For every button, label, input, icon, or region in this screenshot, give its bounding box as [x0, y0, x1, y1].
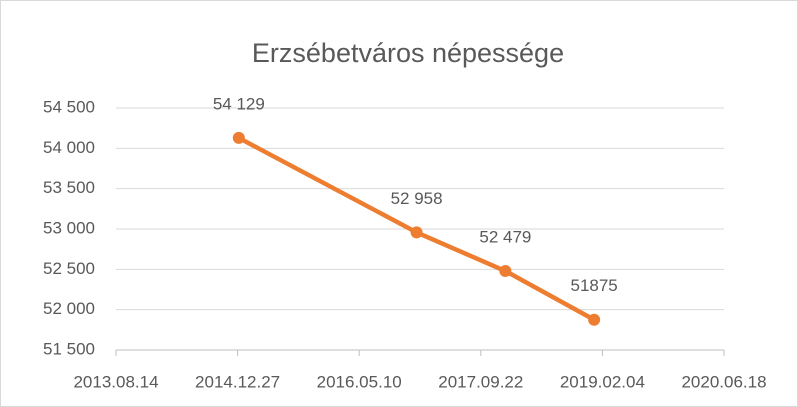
- y-tick-label: 54 500: [43, 97, 95, 116]
- x-tick-label: 2013.08.14: [73, 372, 158, 391]
- line: [237, 135, 596, 322]
- marker: [232, 131, 245, 144]
- data-label: 54 129: [213, 94, 265, 113]
- y-tick-label: 52 500: [43, 259, 95, 278]
- data-label: 52 958: [391, 189, 443, 208]
- x-tick-label: 2016.05.10: [317, 372, 402, 391]
- y-tick-label: 53 500: [43, 178, 95, 197]
- x-tick-label: 2019.02.04: [560, 372, 645, 391]
- marker: [588, 313, 601, 326]
- y-tick-label: 53 000: [43, 218, 95, 237]
- x-tick-label: 2014.12.27: [195, 372, 280, 391]
- data-label: 51875: [570, 276, 617, 295]
- chart-title: Erzsébetváros népessége: [252, 38, 564, 68]
- y-tick-label: 52 000: [43, 299, 95, 318]
- x-tick-label: 2020.06.18: [681, 372, 766, 391]
- y-tick-label: 51 500: [43, 339, 95, 358]
- marker: [410, 226, 423, 239]
- data-label: 52 479: [479, 228, 531, 247]
- x-tick-label: 2017.09.22: [438, 372, 523, 391]
- marker: [499, 265, 512, 278]
- y-tick-label: 54 000: [43, 138, 95, 157]
